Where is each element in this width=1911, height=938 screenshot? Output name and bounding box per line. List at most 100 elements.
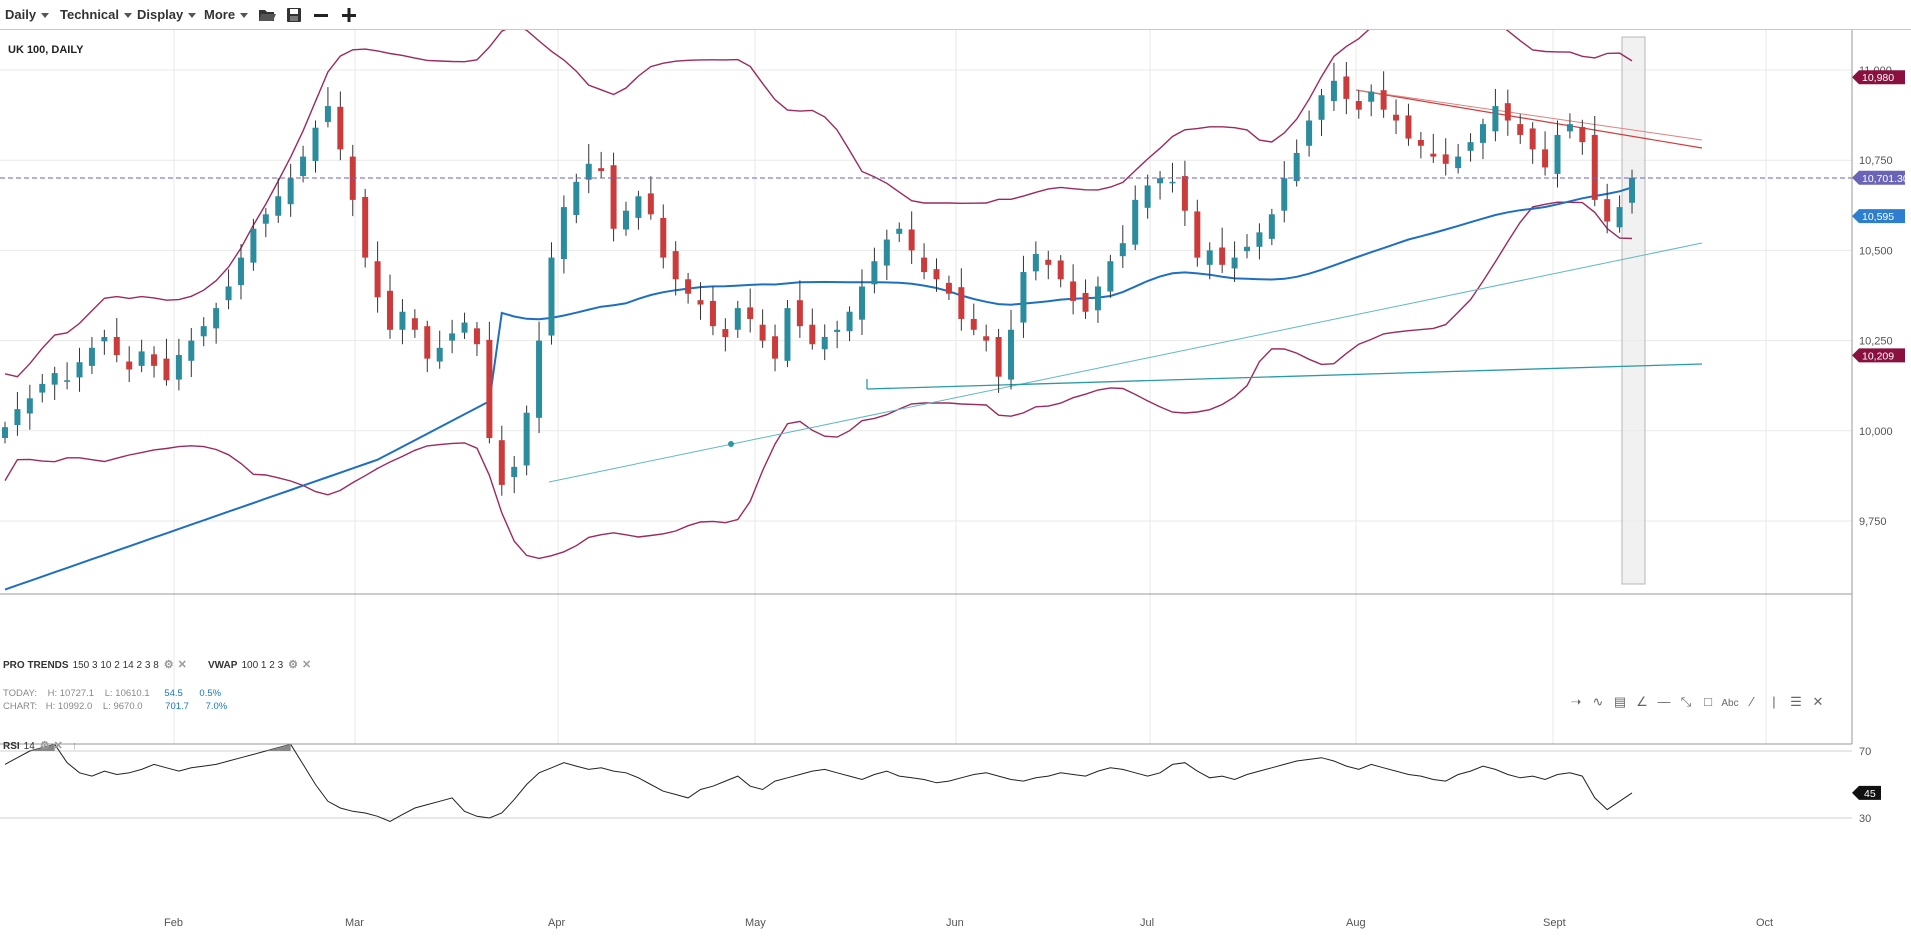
candle-body [113, 336, 120, 356]
save-icon[interactable] [284, 5, 304, 25]
candle-body [225, 286, 232, 301]
candle-body [1206, 250, 1213, 265]
menu-technical-label: Technical [60, 7, 120, 22]
menu-display[interactable]: Display [137, 7, 197, 22]
trend-line-icon[interactable]: ∕ [1750, 694, 1754, 709]
candle-body [697, 300, 704, 305]
pro-trends-label: PRO TRENDS [3, 660, 69, 671]
trendlines[interactable] [548, 89, 1703, 483]
rectangle-icon[interactable]: □ [1704, 694, 1712, 709]
candle-body [1107, 261, 1114, 292]
candle-body [51, 373, 58, 385]
candle-body [536, 340, 543, 418]
folder-open-icon[interactable] [257, 5, 277, 25]
gear-icon[interactable]: ⚙ [39, 740, 50, 752]
candle-body [734, 308, 741, 330]
x-tick-label: May [745, 917, 766, 929]
gear-icon[interactable]: ⚙ [288, 659, 299, 671]
candle-body [1008, 329, 1015, 380]
candle-body [312, 127, 319, 161]
zoom-out-icon[interactable] [311, 5, 331, 25]
fan-icon[interactable]: ∠ [1636, 694, 1648, 709]
ma-line [4, 186, 1633, 591]
candle-body [896, 228, 903, 234]
y-tick-label: 10,750 [1859, 155, 1893, 167]
candle-body [449, 333, 456, 341]
candle-body [623, 210, 629, 230]
candle-body [647, 193, 654, 215]
ruler-icon[interactable]: ☰ [1790, 694, 1802, 709]
caret-down-icon [124, 13, 133, 19]
zoom-in-icon[interactable] [339, 5, 359, 25]
gear-icon[interactable]: ⚙ [163, 659, 174, 671]
candle-body [1405, 115, 1412, 139]
candle-body [14, 409, 21, 426]
chart-pct: 7.0% [205, 701, 228, 712]
candle-body [436, 347, 443, 362]
price-tag-label: 10,980 [1862, 72, 1894, 84]
x-tick-label: Apr [548, 917, 565, 929]
menu-daily-label: Daily [5, 7, 37, 22]
candle-body [1181, 176, 1188, 211]
x-tick-label: Jun [946, 917, 964, 929]
rsi-period: 14 [23, 741, 35, 752]
candle-body [1554, 134, 1561, 174]
today-stats: TODAY: H: 10727.1 L: 10610.1 54.5 0.5% [3, 688, 221, 699]
candle-body [660, 217, 667, 258]
candle-body [983, 336, 990, 341]
candle-body [1169, 181, 1176, 184]
menu-technical[interactable]: Technical [60, 7, 133, 22]
close-icon[interactable]: ✕ [1812, 694, 1824, 709]
candle-body [250, 228, 257, 263]
menu-more[interactable]: More [204, 7, 249, 22]
chart-change: 701.7 [165, 701, 189, 712]
candle-body [1082, 292, 1089, 312]
candle-body [958, 287, 965, 319]
bb-lower-line [4, 201, 1633, 560]
x-tick-label: Oct [1756, 917, 1773, 929]
text-tool-icon[interactable]: Abc [1721, 698, 1739, 709]
candle-body [1293, 152, 1300, 182]
candle-body [1070, 281, 1077, 301]
horizontal-line-icon[interactable]: — [1657, 694, 1671, 709]
rsi-line [4, 743, 1633, 822]
line-segment-icon[interactable]: ⤡ [1680, 694, 1692, 709]
candle-body [883, 239, 890, 266]
grid [0, 30, 1852, 744]
arrow-up-icon[interactable]: ↑ [71, 740, 78, 752]
candle-body [1393, 114, 1400, 121]
candle-body [1442, 154, 1449, 164]
fibonacci-icon[interactable]: ▤ [1613, 694, 1627, 709]
curve-icon[interactable]: ∿ [1592, 694, 1604, 709]
close-icon[interactable]: ✕ [302, 659, 312, 671]
candle-body [213, 308, 220, 329]
candle-body [64, 380, 71, 382]
pointer-arrow-icon[interactable]: ➝ [1570, 694, 1582, 709]
close-icon[interactable]: ✕ [53, 740, 63, 752]
menu-display-label: Display [137, 7, 184, 22]
candle-body [709, 300, 716, 327]
x-axis: Feb Mar Apr May Jun Jul Aug Sept Oct [164, 917, 1773, 929]
candle-body [871, 261, 878, 285]
candle-body [784, 308, 791, 361]
chart-low: L: 9670.0 [102, 701, 143, 712]
y-tick-label: 10,250 [1859, 336, 1893, 348]
candle-body [1256, 232, 1263, 247]
candle-body [188, 340, 195, 361]
menu-daily[interactable]: Daily [5, 7, 50, 22]
menu-more-label: More [204, 7, 236, 22]
caret-down-icon [188, 13, 197, 19]
price-tag [1852, 170, 1905, 185]
candle-body [473, 328, 480, 345]
candle-body [1504, 103, 1511, 121]
close-icon[interactable]: ✕ [177, 659, 187, 671]
candle-body [26, 398, 33, 414]
rsi-value-tag [1852, 785, 1881, 800]
candle-body [585, 163, 592, 180]
today-change: 54.5 [164, 688, 183, 699]
pro-trends-params: 150 3 10 2 14 2 3 8 [72, 660, 159, 671]
rsi-value-label: 45 [1864, 788, 1876, 800]
candle-body [908, 229, 915, 251]
candle-body [163, 358, 170, 381]
